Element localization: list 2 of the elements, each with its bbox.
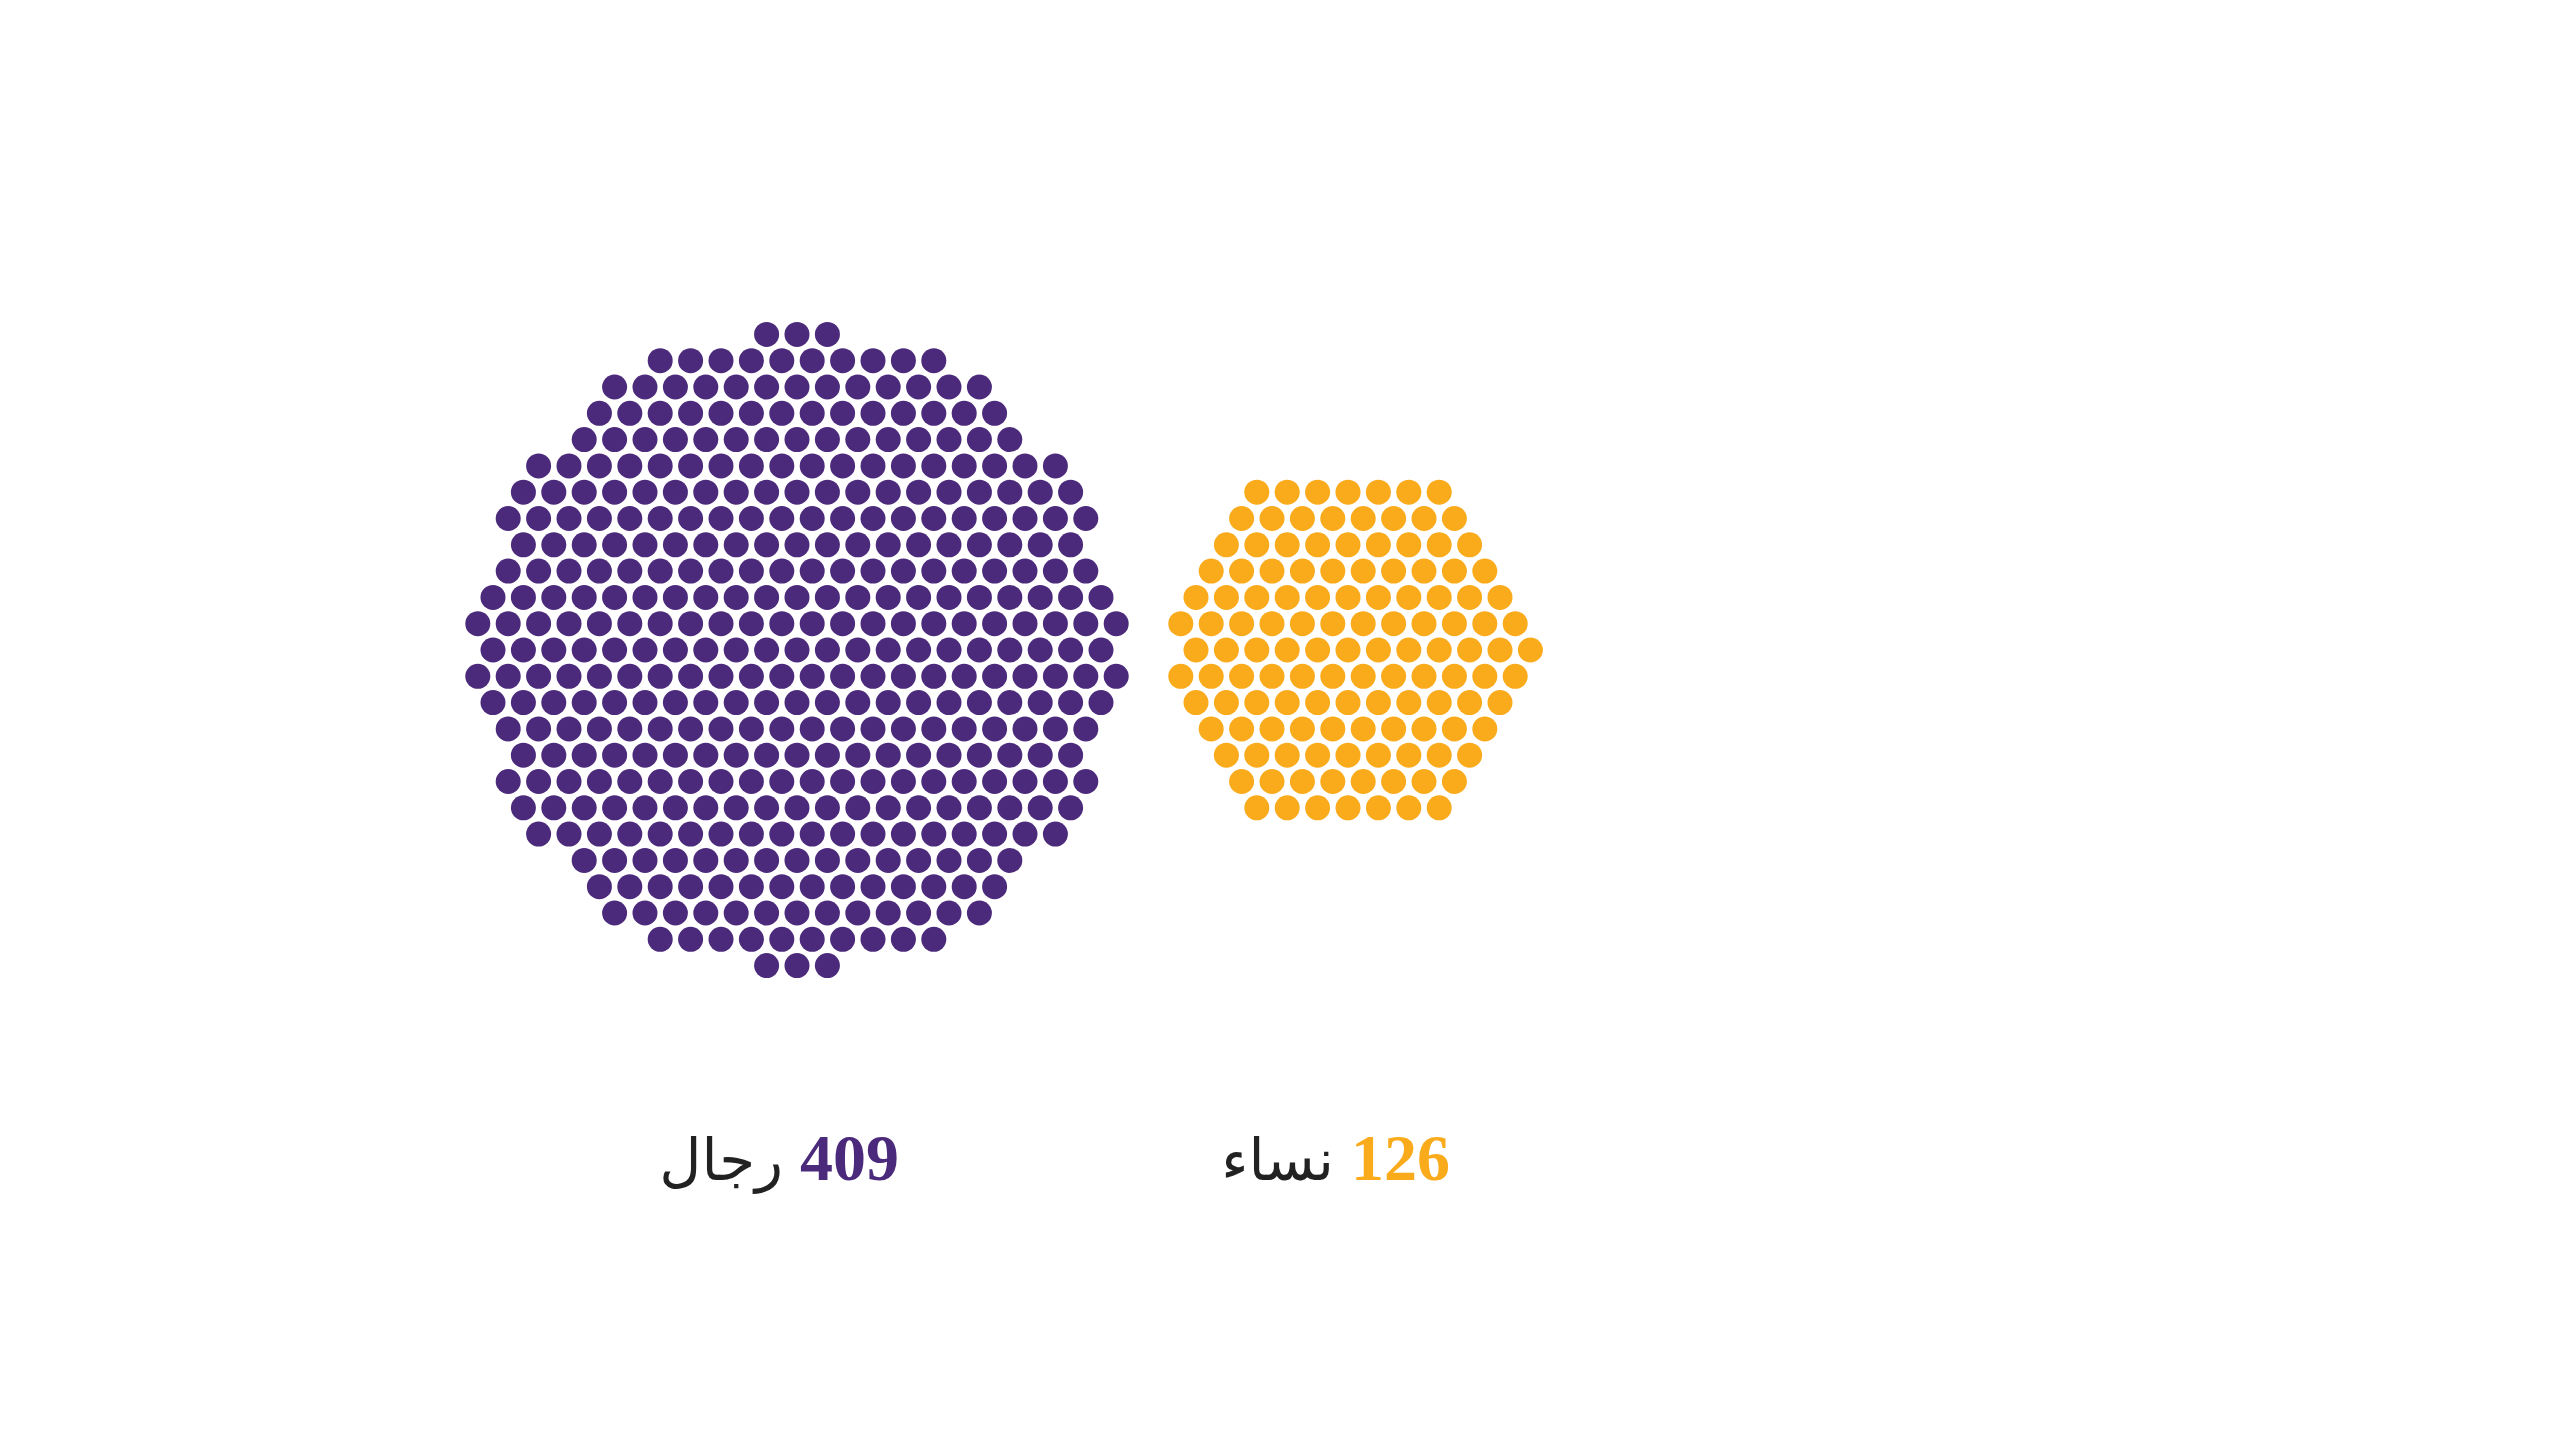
category-label: رجال xyxy=(659,1126,783,1194)
category-label: نساء xyxy=(1221,1126,1334,1194)
